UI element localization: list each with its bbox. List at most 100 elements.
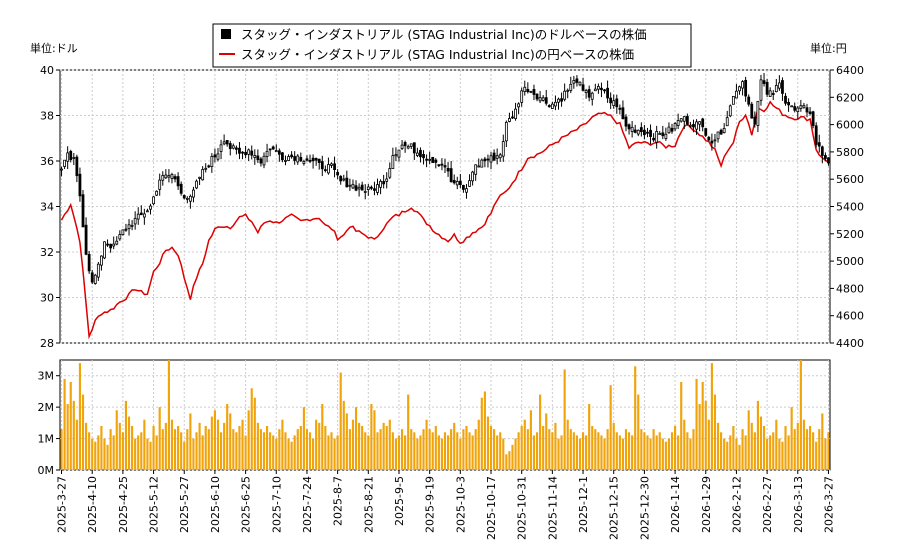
candle [689,121,692,128]
candle-body [750,103,754,119]
candle [400,140,404,151]
candle [63,159,66,170]
candle [716,131,720,143]
candle [409,143,413,150]
candle-body [164,174,168,179]
x-tick-label: 2025-3-27 [56,476,69,533]
candle [612,94,616,109]
candle [731,95,735,105]
volume-bar [394,438,397,470]
x-tick-label: 2025-6-25 [240,476,253,533]
volume-bar [808,426,812,470]
candle-body [354,185,358,191]
candle-body [170,174,174,179]
candle-body [793,106,797,111]
volume-bar [710,363,713,470]
candle-body [241,151,244,154]
volume-bar [198,422,201,470]
volume-bar [496,435,499,470]
jpy-line-group [60,100,829,340]
candle [139,205,143,216]
candle [109,243,113,253]
x-tick-label: 2025-7-10 [270,476,283,533]
volume-bar [370,404,373,470]
volume-bar [769,435,772,470]
candle [259,156,263,167]
volume-tick-label: 0M [38,464,55,477]
candle-body [437,164,441,167]
x-tick-label: 2025-9-19 [424,476,437,533]
volume-bar [428,429,431,470]
volume-axis-ticks: 0M 1M 2M 3M [38,370,60,477]
volume-bar [431,432,434,470]
candle-body [596,86,600,90]
candle [121,229,125,236]
candle [777,75,781,91]
candle-body [302,161,306,164]
candle [274,144,278,153]
candle [366,183,370,196]
candle [550,101,554,109]
volume-bar [477,419,480,470]
volume-bar [686,432,689,470]
candle-body [784,95,787,104]
candle [130,220,134,231]
volume-bar [726,441,729,470]
volume-bar [545,413,548,470]
candle [167,169,171,183]
candle-body [222,141,226,145]
candle [155,190,159,197]
candle [790,105,794,108]
volume-bar [437,435,440,470]
candle-body [560,98,563,102]
volume-bar [603,438,606,470]
candle [293,151,297,165]
x-tick-label: 2026-2-27 [761,476,774,533]
candle-body [787,101,790,106]
candle-body [719,129,723,135]
volume-bar [443,432,447,470]
volume-bar [624,429,628,470]
candle-body [155,190,159,196]
candle-body [369,186,373,189]
candle-body [446,168,450,172]
candle [425,154,428,168]
candle [535,93,539,102]
volume-bars [60,360,830,470]
candle [142,208,146,225]
candle-body [704,128,708,136]
candle [207,164,211,169]
left-tick-label: 40 [40,64,54,77]
candle-body [106,243,109,246]
candle [796,105,800,119]
candle [336,169,340,180]
candle [281,152,284,163]
candle [722,123,726,134]
candle [284,155,287,166]
candle [569,76,573,94]
candle-body [274,150,278,153]
candle-body [207,165,211,168]
volume-bar [397,435,401,470]
volume-bar [407,394,410,470]
volume-bar [78,363,82,470]
candle-body [627,124,631,130]
right-axis-unit-label: 単位:円 [810,41,847,55]
candle-body [339,175,343,182]
candle [575,75,579,87]
candle [462,184,465,193]
candle [360,181,364,191]
candle [182,194,186,200]
volume-bar [367,435,370,470]
candle [474,164,478,181]
candle [596,83,600,94]
candle [314,157,318,166]
left-tick-label: 38 [40,110,54,123]
candle-body [406,145,410,149]
volume-bar [471,435,474,470]
volume-bar [278,429,281,470]
left-tick-label: 30 [40,292,54,305]
candle-body [777,82,781,89]
candle [701,117,705,132]
candle [679,118,683,123]
